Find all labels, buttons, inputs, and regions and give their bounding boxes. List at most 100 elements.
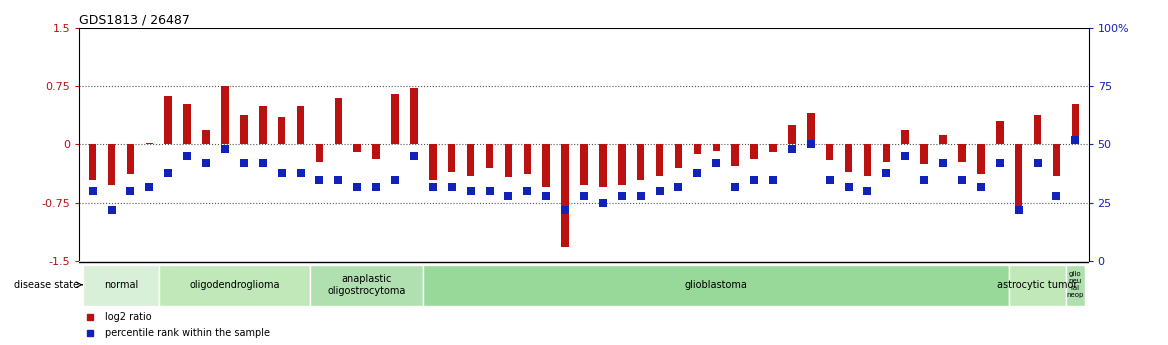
Bar <box>1066 265 1085 306</box>
Bar <box>410 88 418 145</box>
Bar <box>978 145 985 174</box>
Point <box>1009 207 1028 213</box>
Text: glio
neu
ral
neop: glio neu ral neop <box>1066 271 1084 298</box>
Bar <box>920 145 927 164</box>
Point <box>915 177 933 182</box>
Bar <box>126 145 134 174</box>
Bar <box>373 145 380 158</box>
Text: anaplastic
oligostrocytoma: anaplastic oligostrocytoma <box>327 274 405 296</box>
Point <box>443 184 461 189</box>
Point <box>783 146 801 152</box>
Point <box>121 188 140 194</box>
Point <box>575 193 593 199</box>
Point <box>801 142 820 147</box>
Bar <box>637 145 645 179</box>
Bar <box>958 145 966 162</box>
Bar <box>939 135 947 145</box>
Point <box>632 193 651 199</box>
Bar <box>731 145 739 166</box>
Point <box>103 207 121 213</box>
Bar <box>391 94 398 145</box>
Point <box>140 184 159 189</box>
Point <box>291 170 310 175</box>
Point <box>329 177 348 182</box>
Bar <box>826 145 834 160</box>
Point <box>253 160 272 166</box>
Bar <box>807 113 814 145</box>
Point <box>858 188 877 194</box>
Bar <box>863 145 871 176</box>
Point <box>537 193 556 199</box>
Bar <box>449 145 456 172</box>
Bar <box>562 145 569 247</box>
Point <box>933 160 952 166</box>
Bar <box>467 145 474 176</box>
Text: log2 ratio: log2 ratio <box>105 312 152 322</box>
Point <box>159 170 178 175</box>
Point <box>612 193 631 199</box>
Bar <box>183 104 190 145</box>
Bar <box>83 265 159 306</box>
Point <box>990 160 1009 166</box>
Bar <box>1009 265 1066 306</box>
Bar <box>354 145 361 152</box>
Point <box>178 154 196 159</box>
Bar <box>334 98 342 145</box>
Point <box>216 146 235 152</box>
Bar <box>523 145 531 174</box>
Point <box>764 177 783 182</box>
Bar <box>694 145 701 154</box>
Point <box>461 188 480 194</box>
Bar <box>278 117 285 145</box>
Point <box>593 200 612 206</box>
Bar <box>580 145 588 185</box>
Text: GDS1813 / 26487: GDS1813 / 26487 <box>79 13 190 27</box>
Bar <box>712 145 719 151</box>
Point <box>83 188 102 194</box>
Point <box>348 184 367 189</box>
Bar <box>89 145 97 179</box>
Point <box>1047 193 1065 199</box>
Point <box>499 193 517 199</box>
Text: normal: normal <box>104 280 138 290</box>
Bar <box>310 265 423 306</box>
Point <box>651 188 669 194</box>
Text: percentile rank within the sample: percentile rank within the sample <box>105 328 270 338</box>
Point <box>1028 160 1047 166</box>
Bar <box>655 145 663 176</box>
Point <box>517 188 536 194</box>
Bar <box>505 145 513 177</box>
Point <box>196 160 215 166</box>
Point <box>235 160 253 166</box>
Bar <box>1015 145 1022 207</box>
Point <box>1066 137 1085 142</box>
Bar <box>542 145 550 187</box>
Point <box>820 177 839 182</box>
Point <box>745 177 764 182</box>
Bar <box>996 121 1003 145</box>
Bar <box>1071 104 1079 145</box>
Point <box>404 154 423 159</box>
Bar <box>107 145 116 185</box>
Point <box>480 188 499 194</box>
Bar <box>202 130 210 145</box>
Bar <box>599 145 606 187</box>
Point <box>725 184 744 189</box>
Point <box>877 170 896 175</box>
Bar <box>902 130 909 145</box>
Point <box>556 207 575 213</box>
Point <box>367 184 385 189</box>
Bar <box>429 145 437 179</box>
Bar <box>165 96 172 145</box>
Point <box>669 184 688 189</box>
Text: disease state: disease state <box>14 280 79 290</box>
Text: astrocytic tumor: astrocytic tumor <box>997 280 1078 290</box>
Bar <box>146 143 153 145</box>
Bar <box>750 145 758 158</box>
Text: oligodendroglioma: oligodendroglioma <box>189 280 279 290</box>
Bar <box>221 86 229 145</box>
Bar <box>486 145 493 168</box>
Bar <box>259 106 266 145</box>
Bar <box>788 125 795 145</box>
Bar <box>675 145 682 168</box>
